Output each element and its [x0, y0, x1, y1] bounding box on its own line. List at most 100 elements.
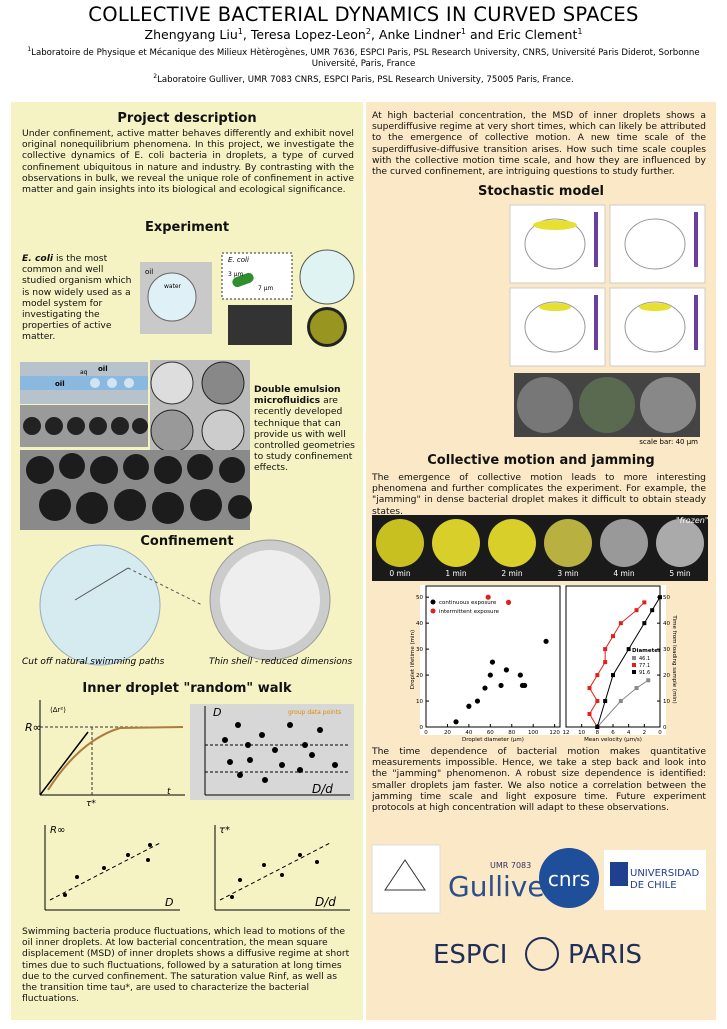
model-panels — [509, 204, 706, 367]
legend-label: 46.1 — [639, 656, 650, 662]
tick-label: 20 — [416, 673, 423, 679]
time-label: 3 min — [557, 569, 579, 578]
legend-swatch — [430, 599, 436, 605]
text: are recently developed technique that ca… — [254, 395, 355, 474]
label: D — [165, 896, 173, 909]
jam-drop — [656, 519, 704, 567]
jam-drop — [376, 519, 424, 567]
author: Anke Lindner — [378, 27, 461, 43]
spheres — [524, 218, 686, 353]
tick-label: 50 — [663, 595, 670, 601]
points — [63, 843, 152, 897]
author: Zhengyang Liu — [144, 27, 238, 43]
series-point — [646, 678, 651, 683]
label: R∞ — [50, 825, 65, 836]
time-label: 4 min — [613, 569, 635, 578]
sep: , — [370, 27, 379, 43]
channel — [20, 376, 148, 390]
point — [543, 638, 549, 644]
series-point — [634, 608, 639, 613]
label: τ* — [86, 799, 96, 809]
group-lines — [205, 744, 350, 773]
legend-title: Diameter — [632, 648, 661, 654]
zoom-box — [221, 252, 293, 300]
tick-label: 2 — [643, 730, 647, 736]
label: t — [167, 787, 171, 797]
scatter-bg — [190, 704, 354, 800]
author: Teresa Lopez-Leon — [250, 27, 366, 43]
affiliation: 1Laboratoire de Physique et Mécanique de… — [14, 44, 713, 70]
axes — [425, 585, 561, 728]
flow-field — [310, 310, 344, 344]
jam-strip — [372, 515, 708, 581]
time-label: 0 min — [389, 569, 411, 578]
tick-label: 50 — [416, 595, 423, 601]
bulk-droplet — [299, 249, 355, 305]
legend-swatch — [632, 663, 636, 667]
legend-swatch — [632, 670, 636, 674]
heading: Experiment — [144, 220, 230, 235]
header: COLLECTIVE BACTERIAL DYNAMICS IN CURVED … — [0, 0, 727, 95]
tick-label: 10 — [578, 730, 585, 736]
tick-label: 8 — [596, 730, 600, 736]
text: is the most common and well studied orga… — [22, 253, 132, 343]
trend — [49, 842, 161, 901]
label: oil — [145, 268, 153, 276]
series-point — [595, 699, 600, 704]
sup: 1 — [27, 46, 32, 54]
series-point — [603, 660, 608, 665]
label: oil — [98, 365, 108, 373]
axis-label: Droplet lifetime (min) — [410, 630, 416, 689]
droplet — [147, 272, 197, 322]
cnrs-logo — [539, 848, 599, 908]
tick-label: 0 — [424, 730, 428, 736]
trend — [219, 842, 331, 901]
label: oil — [55, 380, 65, 388]
sep: , — [242, 27, 251, 43]
logo-text: UNIVERSIDAD DE CHILE — [630, 868, 700, 891]
affiliation-text: Laboratoire Gulliver, UMR 7083 CNRS, ESP… — [157, 74, 574, 85]
series-point — [650, 608, 655, 613]
tick-label: 100 — [528, 730, 539, 736]
point — [466, 703, 472, 709]
title: COLLECTIVE BACTERIAL DYNAMICS IN CURVED … — [88, 3, 639, 26]
chile-text-box: UNIVERSIDAD DE CHILE — [630, 868, 700, 891]
heading: Project description — [117, 111, 257, 126]
chile-shield — [610, 862, 628, 886]
logo-text: PARIS — [568, 940, 642, 970]
paragraph: E. coli is the most common and well stud… — [22, 253, 134, 343]
series-point — [587, 712, 592, 717]
legend-label: intermittent exposure — [439, 609, 500, 615]
tick-label: 80 — [508, 730, 515, 736]
sep: and — [465, 27, 498, 43]
bold: E. coli — [22, 253, 54, 264]
frozen-label: "frozen" — [676, 516, 709, 525]
photo — [228, 305, 292, 345]
series-point — [611, 634, 615, 639]
colorbars — [594, 212, 698, 350]
drop — [579, 377, 635, 433]
time-label: 1 min — [445, 569, 467, 578]
drop — [124, 378, 134, 388]
caption: Thin shell - reduced dimensions — [209, 657, 353, 667]
tick-label: 12 — [563, 730, 570, 736]
heading: Collective motion and jamming — [427, 453, 655, 468]
points — [230, 853, 319, 899]
tick-label: 20 — [663, 673, 670, 679]
point — [482, 685, 488, 691]
affiliation: 2Laboratoire Gulliver, UMR 7083 CNRS, ES… — [14, 71, 713, 86]
drop — [201, 409, 245, 453]
series-line — [596, 679, 649, 728]
label: group data points — [288, 709, 341, 716]
bacterium — [232, 272, 254, 288]
tick-label: 6 — [611, 730, 615, 736]
logo-text: Gulliver — [448, 870, 557, 903]
paragraph: Double emulsion microfluidics are recent… — [254, 384, 356, 474]
affiliation-text: Laboratoire de Physique et Mécanique des… — [31, 48, 700, 70]
inner-drop — [220, 550, 320, 650]
tick-label: 4 — [627, 730, 631, 736]
tick-label: 30 — [663, 647, 670, 653]
point — [474, 698, 481, 704]
point — [503, 667, 509, 673]
